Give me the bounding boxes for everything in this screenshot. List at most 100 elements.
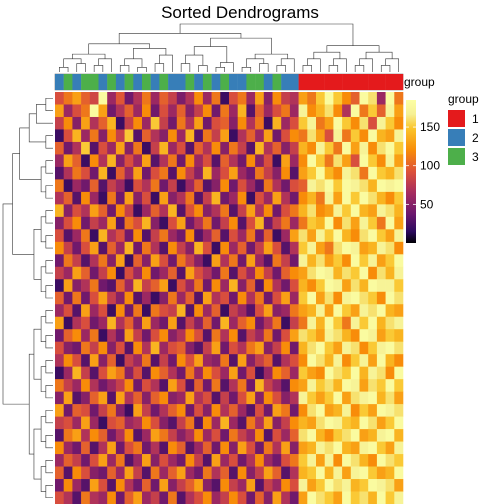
heatmap-cell bbox=[376, 179, 386, 193]
heatmap-cell bbox=[185, 92, 195, 105]
heatmap-cell bbox=[263, 229, 273, 243]
heatmap-cell bbox=[263, 166, 273, 180]
heatmap-cell bbox=[342, 454, 352, 467]
heatmap-cell bbox=[272, 129, 282, 143]
heatmap-cell bbox=[281, 354, 291, 367]
heatmap-cell bbox=[124, 329, 134, 342]
heatmap-cell bbox=[342, 191, 352, 205]
heatmap-cell bbox=[98, 116, 108, 130]
dendrogram-branch bbox=[180, 63, 191, 72]
heatmap-cell bbox=[263, 291, 273, 305]
heatmap-cell bbox=[202, 154, 212, 168]
heatmap-cell bbox=[168, 466, 178, 480]
heatmap-cell bbox=[63, 129, 73, 143]
heatmap-cell bbox=[368, 92, 378, 105]
heatmap-cell bbox=[72, 366, 82, 380]
heatmap-cell bbox=[63, 329, 73, 342]
heatmap-cell bbox=[272, 104, 282, 118]
heatmap-cell bbox=[176, 116, 186, 130]
heatmap-cell bbox=[333, 466, 343, 480]
heatmap-cell bbox=[72, 129, 82, 143]
heatmap-cell bbox=[220, 316, 230, 330]
dendrogram-branch bbox=[76, 63, 86, 72]
heatmap-cell bbox=[385, 416, 395, 430]
heatmap-cell bbox=[72, 266, 82, 280]
heatmap-cell bbox=[237, 116, 247, 130]
heatmap-cell bbox=[142, 254, 151, 268]
heatmap-cell bbox=[107, 291, 117, 305]
heatmap-cell bbox=[281, 404, 291, 417]
heatmap-cell bbox=[63, 291, 73, 305]
heatmap-cell bbox=[63, 429, 73, 442]
heatmap-cell bbox=[98, 366, 108, 380]
heatmap-cell bbox=[316, 154, 325, 168]
heatmap-cell bbox=[194, 229, 204, 243]
heatmap-cell bbox=[359, 241, 369, 255]
heatmap-cell bbox=[376, 366, 386, 380]
heatmap-cell bbox=[368, 204, 378, 218]
heatmap-cell bbox=[289, 304, 299, 318]
heatmap-cell bbox=[168, 191, 178, 205]
heatmap-cell bbox=[359, 404, 369, 417]
heatmap-cell bbox=[159, 229, 169, 243]
heatmap-cell bbox=[229, 429, 238, 442]
heatmap-cell bbox=[298, 129, 308, 143]
annotation-cell bbox=[133, 74, 143, 90]
dendrogram-branch bbox=[179, 23, 354, 46]
heatmap-cell bbox=[55, 191, 64, 205]
heatmap-cell bbox=[385, 491, 395, 504]
heatmap-cell bbox=[385, 466, 395, 480]
heatmap-cell bbox=[124, 379, 134, 392]
heatmap-cell bbox=[150, 92, 160, 105]
heatmap-cell bbox=[168, 304, 178, 318]
heatmap-cell bbox=[81, 441, 91, 455]
heatmap-cell bbox=[194, 429, 204, 442]
heatmap-cell bbox=[272, 329, 282, 342]
heatmap-cell bbox=[194, 466, 204, 480]
dendrogram-branch bbox=[33, 328, 42, 380]
heatmap-cell bbox=[316, 241, 325, 255]
heatmap-cell bbox=[255, 341, 265, 355]
heatmap-cell bbox=[159, 479, 169, 492]
heatmap-cell bbox=[176, 491, 186, 504]
heatmap-cell bbox=[263, 216, 273, 230]
heatmap-cell bbox=[359, 191, 369, 205]
heatmap-cell bbox=[307, 229, 317, 243]
dendrogram-branch bbox=[45, 310, 53, 324]
heatmap-cell bbox=[333, 341, 343, 355]
heatmap-cell bbox=[115, 191, 125, 205]
heatmap-cell bbox=[81, 279, 91, 293]
heatmap-cell bbox=[168, 154, 178, 168]
heatmap-cell bbox=[394, 341, 404, 355]
heatmap-cell bbox=[255, 491, 265, 504]
heatmap-cell bbox=[350, 341, 360, 355]
heatmap-cell bbox=[307, 416, 317, 430]
heatmap-cell bbox=[394, 104, 404, 118]
heatmap-cell bbox=[316, 141, 325, 155]
heatmap-cell bbox=[289, 354, 299, 367]
heatmap-cell bbox=[220, 104, 230, 118]
heatmap-cell bbox=[220, 266, 230, 280]
heatmap-cell bbox=[142, 204, 151, 218]
heatmap-cell bbox=[385, 204, 395, 218]
heatmap-cell bbox=[255, 441, 265, 455]
heatmap-cell bbox=[229, 254, 238, 268]
heatmap-cell bbox=[159, 241, 169, 255]
annotation-cell bbox=[246, 74, 256, 90]
heatmap-cell bbox=[237, 241, 247, 255]
heatmap-cell bbox=[281, 341, 291, 355]
heatmap-cell bbox=[368, 429, 378, 442]
heatmap-cell bbox=[385, 129, 395, 143]
heatmap-cell bbox=[385, 479, 395, 492]
heatmap-cell bbox=[376, 429, 386, 442]
heatmap-cell bbox=[115, 141, 125, 155]
heatmap-cell bbox=[359, 416, 369, 430]
heatmap-cell bbox=[289, 129, 299, 143]
heatmap-cell bbox=[168, 104, 178, 118]
dendrogram-branch bbox=[326, 45, 380, 53]
heatmap-cell bbox=[255, 391, 265, 405]
heatmap-cell bbox=[55, 141, 64, 155]
heatmap-cell bbox=[98, 229, 108, 243]
heatmap-cell bbox=[220, 229, 230, 243]
heatmap-cell bbox=[342, 466, 352, 480]
